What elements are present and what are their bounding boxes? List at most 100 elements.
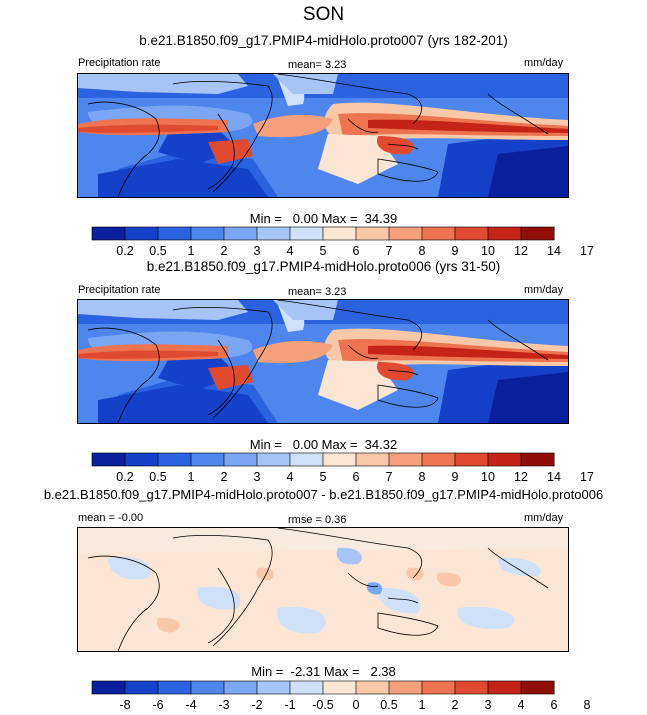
panel2-colorbar-tick-label: 7 (386, 470, 393, 484)
panel2-colorbar-tick-label: 10 (481, 470, 495, 484)
panel1-colorbar-swatch (322, 226, 357, 241)
panel1-colorbar-swatch (487, 226, 522, 241)
panel2-colorbar-swatch (388, 452, 423, 467)
panel2-colorbar-tick-label: 9 (452, 470, 459, 484)
panel1-colorbar-swatch (190, 226, 225, 241)
panel3-colorbar-swatch (388, 680, 423, 695)
panel2-colorbar-swatch (289, 452, 324, 467)
panel3-colorbar-tick-label: -3 (218, 698, 229, 712)
panel2-colorbar-tick-label: 0.2 (116, 470, 133, 484)
panel1-colorbar-tick-label: 12 (514, 244, 528, 258)
panel3-colorbar-swatch (520, 680, 555, 695)
panel2-colorbar-tick-label: 2 (221, 470, 228, 484)
panel3-colorbar-swatch (355, 680, 390, 695)
panel2-colorbar-swatch (487, 452, 522, 467)
panel3-mean: mean = -0.00 (78, 512, 144, 524)
panel3-colorbar-swatch (289, 680, 324, 695)
panel1-units: mm/day (524, 57, 564, 69)
panel2-colorbar-swatch (124, 452, 159, 467)
panel2-colorbar-swatch (157, 452, 192, 467)
panel1-colorbar-tick-label: 0.5 (149, 244, 166, 258)
panel2-colorbar: 0.2 0.5 1 2 3 4 5 6 7 8 9 10 12 14 17 (91, 452, 594, 484)
panel3-colorbar-swatch (190, 680, 225, 695)
panel1-colorbar-tick-label: 0.2 (116, 244, 133, 258)
panel2-colorbar-swatch (454, 452, 489, 467)
panel3-minmax: Min = -2.31 Max = 2.38 (251, 664, 396, 679)
panel1-colorbar-tick-label: 5 (320, 244, 327, 258)
panel3-colorbar-swatch (487, 680, 522, 695)
panel3-colorbar-swatch (157, 680, 192, 695)
panel3-colorbar-tick-label: -4 (185, 698, 196, 712)
panel3-colorbar-tick-label: 0.5 (380, 698, 397, 712)
panel1-colorbar-swatch (124, 226, 159, 241)
panel1-colorbar-tick-label: 1 (188, 244, 195, 258)
panel3-colorbar-tick-label: -6 (152, 698, 163, 712)
panel2-colorbar-tick-label: 0.5 (149, 470, 166, 484)
panel1-map-field (78, 74, 568, 197)
panel1-mean: mean= 3.23 (288, 59, 347, 71)
panel2-colorbar-tick-label: 14 (547, 470, 561, 484)
panel2-colorbar-tick-label: 5 (320, 470, 327, 484)
panel1-colorbar-tick-label: 14 (547, 244, 561, 258)
panel1-colorbar-tick-label: 6 (353, 244, 360, 258)
panel2-colorbar-swatch (190, 452, 225, 467)
panel3-colorbar-tick-label: -0.5 (312, 698, 334, 712)
panel1-colorbar: 0.2 0.5 1 2 3 4 5 6 7 8 9 10 12 14 17 (91, 226, 594, 258)
panel1-colorbar-swatch (520, 226, 555, 241)
panel3-colorbar-swatch (454, 680, 489, 695)
panel1-colorbar-svg: 0.2 0.5 1 2 3 4 5 6 7 8 9 10 12 14 17 (91, 226, 594, 258)
panel3-colorbar-tick-label: -8 (119, 698, 130, 712)
panel1-colorbar-swatch (454, 226, 489, 241)
panel1-colorbar-swatch (223, 226, 258, 241)
panel1-title: b.e21.B1850.f09_g17.PMIP4-midHolo.proto0… (139, 33, 508, 48)
panel2-colorbar-tick-label: 6 (353, 470, 360, 484)
panel3-colorbar-tick-label: 0 (353, 698, 360, 712)
panel3-map (77, 527, 569, 652)
panel2-colorbar-tick-label: 4 (287, 470, 294, 484)
panel3-colorbar-svg: -8 -6 -4 -3 -2 -1 -0.5 0 0.5 1 2 3 4 6 8 (91, 680, 591, 712)
panel2-colorbar-svg: 0.2 0.5 1 2 3 4 5 6 7 8 9 10 12 14 17 (91, 452, 594, 484)
panel3-colorbar-swatch (124, 680, 159, 695)
panel1-colorbar-tick-label: 3 (254, 244, 261, 258)
panel1-colorbar-tick-label: 4 (287, 244, 294, 258)
panel1-colorbar-swatch (289, 226, 324, 241)
panel3-colorbar-swatch (91, 680, 126, 695)
panel3-colorbar-tick-label: 6 (551, 698, 558, 712)
panel2-title: b.e21.B1850.f09_g17.PMIP4-midHolo.proto0… (146, 259, 501, 274)
panel1-minmax: Min = 0.00 Max = 34.39 (249, 211, 398, 226)
panel2-colorbar-swatch (256, 452, 291, 467)
panel1-colorbar-tick-label: 9 (452, 244, 459, 258)
panel3-title: b.e21.B1850.f09_g17.PMIP4-midHolo.proto0… (43, 487, 604, 502)
panel3-colorbar-tick-label: -2 (251, 698, 262, 712)
panel1-colorbar-tick-label: 10 (481, 244, 495, 258)
panel1-colorbar-swatch (355, 226, 390, 241)
panel2-map-field (78, 300, 568, 423)
panel2-colorbar-tick-label: 8 (419, 470, 426, 484)
panel3-map-field (78, 528, 568, 651)
panel1-colorbar-swatch (388, 226, 423, 241)
panel2-colorbar-swatch (355, 452, 390, 467)
panel1-colorbar-swatch (256, 226, 291, 241)
panel2-colorbar-swatch (322, 452, 357, 467)
panel3-colorbar-swatch (421, 680, 456, 695)
panel3-units: mm/day (524, 512, 564, 524)
panel1-colorbar-swatch (421, 226, 456, 241)
panel3-colorbar: -8 -6 -4 -3 -2 -1 -0.5 0 0.5 1 2 3 4 6 8 (91, 680, 591, 712)
panel3-colorbar-tick-label: 1 (419, 698, 426, 712)
panel2-units: mm/day (524, 284, 564, 296)
panel2-colorbar-tick-label: 17 (580, 470, 594, 484)
panel2-colorbar-swatch (223, 452, 258, 467)
panel3-colorbar-tick-label: 2 (452, 698, 459, 712)
panel3-colorbar-tick-label: -1 (284, 698, 295, 712)
panel1-colorbar-swatch (157, 226, 192, 241)
panel1-colorbar-tick-label: 2 (221, 244, 228, 258)
panel2-colorbar-swatch (421, 452, 456, 467)
panel1-colorbar-tick-label: 8 (419, 244, 426, 258)
panel1-variable-label: Precipitation rate (78, 57, 161, 69)
panel1-map (77, 73, 569, 198)
panel1-colorbar-tick-label: 17 (580, 244, 594, 258)
panel3-colorbar-tick-label: 8 (584, 698, 591, 712)
page-title: SON (302, 4, 345, 25)
panel2-colorbar-tick-label: 12 (514, 470, 528, 484)
panel2-map (77, 299, 569, 424)
